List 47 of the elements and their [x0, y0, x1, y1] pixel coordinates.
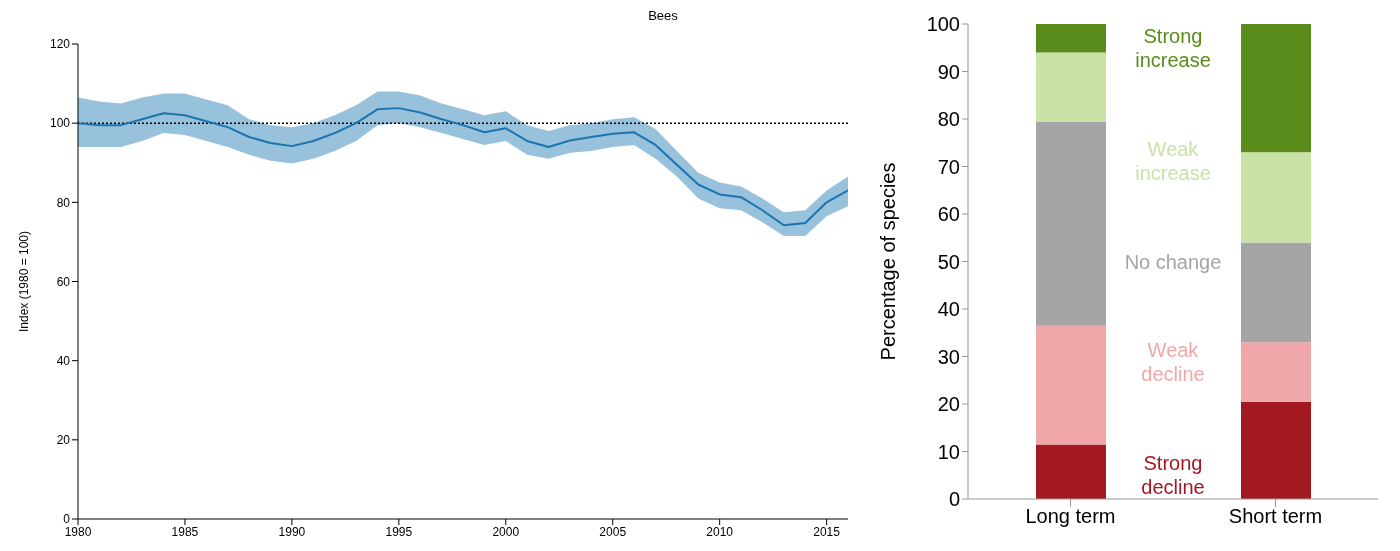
y-axis-title: Percentage of species [877, 162, 900, 361]
y-tick-label: 80 [937, 108, 960, 131]
chart-title: Bees [647, 8, 679, 23]
bar [1241, 242, 1311, 343]
series-label: Weak increase [1134, 136, 1212, 185]
bar [1036, 444, 1106, 499]
bar [1036, 52, 1106, 122]
x-tick-label: 2015 [813, 524, 841, 539]
y-tick-label: 20 [56, 433, 71, 448]
x-tick-label: Long term [1025, 505, 1116, 528]
y-tick-label: 70 [937, 155, 960, 178]
bar [1241, 24, 1311, 153]
bar [1241, 342, 1311, 402]
bar [1036, 24, 1106, 53]
bar [1241, 401, 1311, 499]
x-tick-label: Short term [1228, 505, 1323, 528]
bar [1036, 325, 1106, 445]
y-tick-label: 60 [937, 203, 960, 226]
series-label: Strong increase [1134, 24, 1212, 72]
x-tick-label: 1985 [171, 524, 199, 539]
bar [1241, 152, 1311, 243]
y-axis-title: Index (1980 = 100) [17, 230, 32, 333]
y-tick-label: 100 [926, 13, 960, 36]
y-tick-label: 10 [937, 440, 960, 463]
x-tick-label: 2010 [706, 524, 734, 539]
series-label: Weak decline [1140, 338, 1206, 387]
y-tick-label: 80 [56, 195, 71, 210]
x-tick-label: 2005 [599, 524, 627, 539]
y-tick-label: 30 [937, 345, 960, 368]
series-label: Strong decline [1140, 451, 1206, 499]
x-tick-label: 1995 [385, 524, 413, 539]
y-tick-label: 100 [49, 116, 71, 131]
x-tick-label: 2000 [492, 524, 520, 539]
y-tick-label: 40 [56, 353, 71, 368]
series-label: No change [1123, 249, 1223, 274]
bar [1036, 121, 1106, 326]
x-tick-label: 1980 [64, 524, 92, 539]
y-tick-label: 50 [937, 250, 960, 273]
y-tick-label: 0 [948, 488, 960, 511]
y-tick-label: 60 [56, 274, 71, 289]
y-tick-label: 90 [937, 60, 960, 83]
line-series [78, 107, 848, 227]
y-tick-label: 0 [63, 512, 71, 527]
y-tick-label: 120 [49, 37, 71, 52]
y-tick-label: 40 [937, 298, 960, 321]
y-tick-label: 20 [937, 393, 960, 416]
x-tick-label: 1990 [278, 524, 306, 539]
